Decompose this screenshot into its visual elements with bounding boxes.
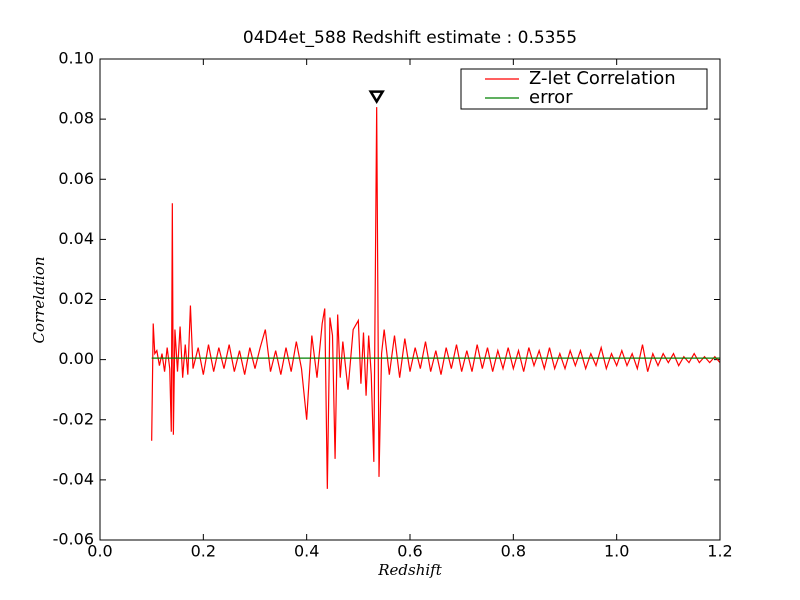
data-line [151, 107, 721, 489]
x-tick-label: 1.2 [707, 542, 732, 561]
x-tick-label: 0.4 [294, 542, 319, 561]
x-tick-label: 0.8 [501, 542, 526, 561]
y-tick-label: 0.02 [58, 289, 94, 308]
y-tick-label: 0.10 [58, 49, 94, 68]
chart-title: 04D4et_588 Redshift estimate : 0.5355 [243, 28, 577, 48]
legend-label: error [529, 87, 573, 108]
y-tick-label: 0.04 [58, 229, 94, 248]
plot-frame [99, 58, 721, 541]
y-tick-label: 0.06 [58, 169, 94, 188]
y-axis-label: Correlation [30, 257, 48, 344]
y-tick-label: -0.04 [53, 469, 94, 488]
x-tick-label: 0.0 [87, 542, 112, 561]
y-tick-label: 0.08 [58, 109, 94, 128]
peak-marker [368, 90, 385, 105]
y-tick-label: -0.06 [53, 530, 94, 549]
y-tick-label: -0.02 [53, 409, 94, 428]
x-tick-label: 0.2 [191, 542, 216, 561]
legend-box [460, 68, 708, 110]
y-tick-label: 0.00 [58, 349, 94, 368]
x-tick-label: 0.6 [397, 542, 422, 561]
x-tick-label: 1.0 [604, 542, 629, 561]
legend-label: Z-let Correlation [529, 68, 676, 89]
x-axis-label: Redshift [377, 561, 442, 579]
